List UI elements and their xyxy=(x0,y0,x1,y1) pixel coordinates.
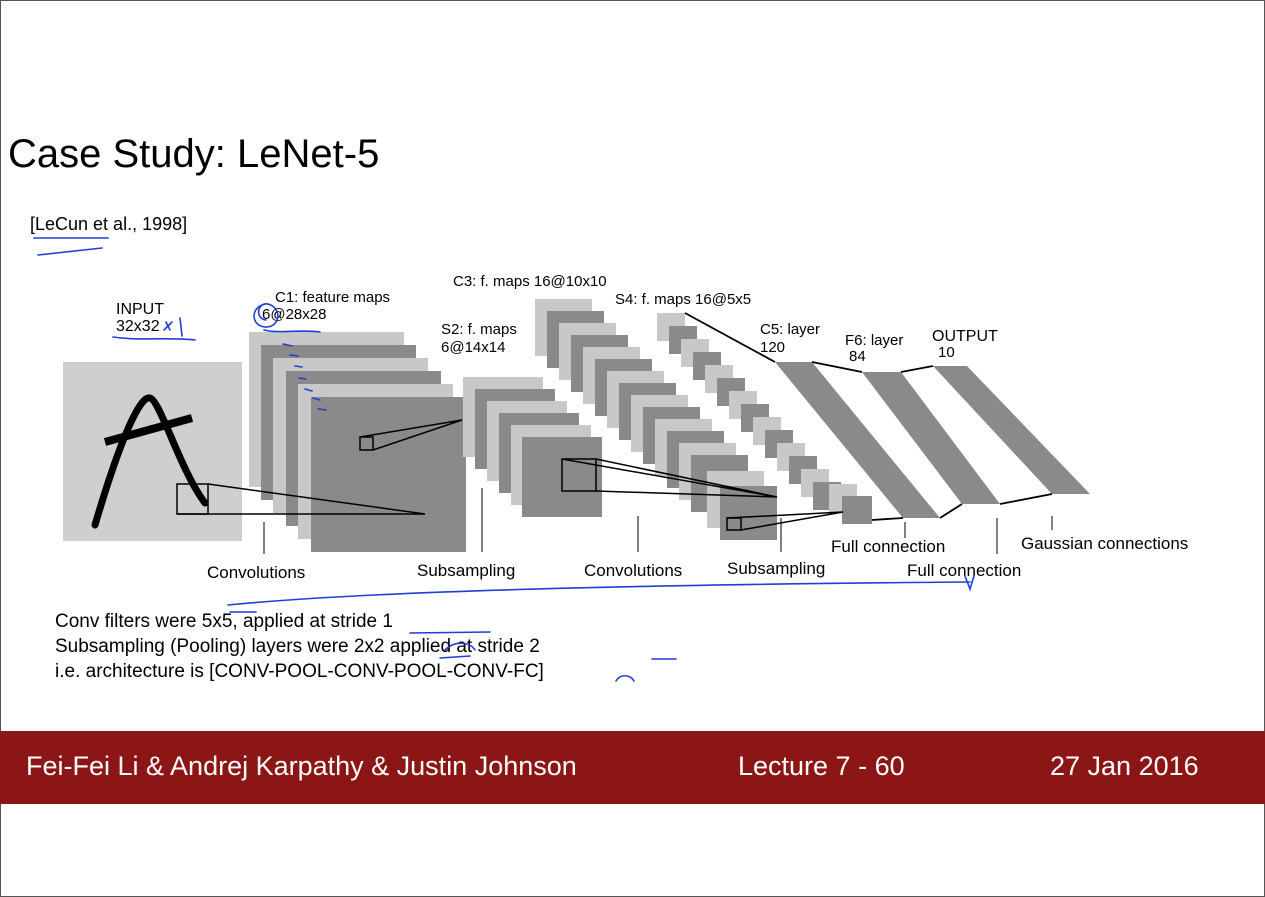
footer-date: 27 Jan 2016 xyxy=(1050,751,1199,781)
note-item: Subsampling (Pooling) layers were 2x2 ap… xyxy=(55,636,540,657)
slide-title: Case Study: LeNet-5 xyxy=(8,132,380,176)
input-letter-a xyxy=(91,394,209,529)
connection-lines xyxy=(177,312,1053,531)
op-convolutions-1: Convolutions xyxy=(207,563,305,582)
c5-label: C5: layer xyxy=(760,321,820,338)
operation-ticks xyxy=(263,488,1053,554)
s2-receptive-field xyxy=(561,458,597,492)
c1-size-label: 6@28x28 xyxy=(262,306,326,323)
output-label: OUTPUT xyxy=(932,328,998,345)
s2-label: S2: f. maps xyxy=(441,321,517,338)
c3-label: C3: f. maps 16@10x10 xyxy=(453,273,607,290)
footer-lecture: Lecture 7 - 60 xyxy=(738,751,905,781)
s4-label: S4: f. maps 16@5x5 xyxy=(615,291,751,308)
f6-layer-band xyxy=(862,372,1000,504)
output-size-label: 10 xyxy=(938,344,955,361)
op-subsampling-2: Subsampling xyxy=(727,559,825,578)
output-layer-band xyxy=(933,366,1090,494)
op-subsampling-1: Subsampling xyxy=(417,561,515,580)
s2-feature-maps xyxy=(463,377,602,517)
input-size-label: 32x32 xyxy=(116,318,160,335)
c1-receptive-field xyxy=(359,436,374,451)
f6-size-label: 84 xyxy=(849,348,866,365)
op-gaussian-connections: Gaussian connections xyxy=(1021,534,1188,553)
note-item: i.e. architecture is [CONV-POOL-CONV-POO… xyxy=(55,661,544,682)
op-convolutions-2: Convolutions xyxy=(584,561,682,580)
s2-size-label: 6@14x14 xyxy=(441,339,505,356)
c5-layer-band xyxy=(775,362,940,518)
f6-label: F6: layer xyxy=(845,332,903,349)
op-full-connection-1: Full connection xyxy=(831,537,945,556)
input-letter-a-bar xyxy=(103,414,194,446)
footer-authors: Fei-Fei Li & Andrej Karpathy & Justin Jo… xyxy=(26,751,577,781)
input-label: INPUT xyxy=(116,301,164,318)
input-image xyxy=(63,362,242,541)
c5-size-label: 120 xyxy=(760,339,785,356)
c1-label: C1: feature maps xyxy=(275,289,390,306)
footer-bar: Fei-Fei Li & Andrej Karpathy & Justin Jo… xyxy=(0,731,1265,804)
citation: [LeCun et al., 1998] xyxy=(30,214,188,234)
notes-list: Conv filters were 5x5, applied at stride… xyxy=(55,609,544,684)
s4-feature-maps xyxy=(657,313,872,524)
op-full-connection-2: Full connection xyxy=(907,561,1021,580)
c1-feature-maps xyxy=(249,332,466,552)
note-item: Conv filters were 5x5, applied at stride… xyxy=(55,611,393,632)
